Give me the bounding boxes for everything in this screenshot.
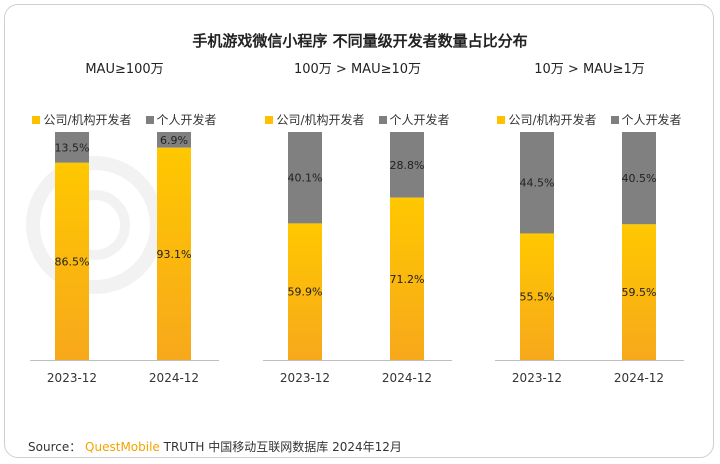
legend-label: 个人开发者 (389, 113, 450, 127)
data-label-individual: 44.5% (520, 177, 555, 190)
chart-panel-mau-1w-10w: 10万 > MAU≥1万 公司/机构开发者 个人开发者 44.5% 55.5% 20… (487, 55, 692, 395)
stacked-bar-plot: 40.1% 59.9% 2023-12 28.8% 71.2% 2024-12 (263, 132, 452, 385)
panel-title: MAU≥100万 (85, 62, 164, 77)
panel-title: 100万 > MAU≥10万 (293, 62, 422, 77)
bar-company-2024-12 (157, 147, 191, 360)
bar-individual-2023-12 (520, 132, 554, 234)
x-tick-label: 2023-12 (512, 371, 562, 385)
bar-individual-2023-12 (55, 132, 89, 163)
legend-item-company: 公司/机构开发者 (497, 111, 597, 128)
x-tick-label: 2024-12 (149, 371, 199, 385)
x-tick-label: 2024-12 (614, 371, 664, 385)
brand-name: QuestMobile (85, 440, 160, 454)
legend-swatch-individual (145, 115, 154, 124)
legend-item-company: 公司/机构开发者 (265, 111, 365, 128)
data-label-individual: 13.5% (55, 141, 90, 154)
data-label-company: 55.5% (520, 291, 555, 304)
legend-item-company: 公司/机构开发者 (32, 111, 132, 128)
bar-individual-2024-12 (157, 132, 191, 148)
data-label-individual: 6.9% (160, 134, 188, 147)
bar-company-2024-12 (390, 197, 424, 360)
legend-label: 公司/机构开发者 (508, 113, 597, 127)
data-label-individual: 40.5% (622, 172, 657, 185)
legend-label: 个人开发者 (621, 113, 682, 127)
bar-individual-2024-12 (622, 132, 656, 225)
source-detail: TRUTH 中国移动互联网数据库 2024年12月 (163, 440, 402, 454)
legend-item-individual: 个人开发者 (378, 111, 450, 128)
legend-swatch-company (32, 115, 41, 124)
bar-individual-2023-12 (288, 132, 322, 224)
legend-label: 公司/机构开发者 (276, 113, 365, 127)
legend-swatch-company (265, 115, 274, 124)
legend-swatch-individual (378, 115, 387, 124)
source-label: Source： (28, 440, 82, 454)
x-tick-label: 2024-12 (382, 371, 432, 385)
legend-label: 个人开发者 (156, 113, 217, 127)
chart-panel-mau-10w-100w: 100万 > MAU≥10万 公司/机构开发者 个人开发者 40.1% 59.9%… (255, 55, 460, 395)
source-footer: Source： QuestMobile TRUTH 中国移动互联网数据库 202… (28, 438, 402, 455)
legend: 公司/机构开发者 个人开发者 (487, 111, 692, 128)
bar-individual-2024-12 (390, 132, 424, 198)
bar-company-2023-12 (55, 162, 89, 360)
bar-company-2024-12 (622, 224, 656, 360)
legend: 公司/机构开发者 个人开发者 (22, 111, 227, 128)
chart-title: 手机游戏微信小程序 不同量级开发者数量占比分布 (192, 32, 528, 50)
stacked-bar-plot: 13.5% 86.5% 2023-12 6.9% 93.1% 2024-12 (30, 132, 219, 385)
bar-company-2023-12 (520, 233, 554, 360)
panel-title: 10万 > MAU≥1万 (534, 62, 645, 77)
data-label-company: 59.5% (622, 286, 657, 299)
chart-panel-mau-100w: MAU≥100万 公司/机构开发者 个人开发者 13.5% 86.5% 2023-1… (22, 55, 227, 395)
x-tick-label: 2023-12 (47, 371, 97, 385)
bar-company-2023-12 (288, 223, 322, 360)
x-tick-label: 2023-12 (280, 371, 330, 385)
legend: 公司/机构开发者 个人开发者 (255, 111, 460, 128)
data-label-company: 71.2% (390, 273, 425, 286)
legend-item-individual: 个人开发者 (610, 111, 682, 128)
data-label-company: 93.1% (157, 248, 192, 261)
chart-frame (4, 4, 714, 458)
legend-swatch-company (497, 115, 506, 124)
data-label-individual: 28.8% (390, 159, 425, 172)
legend-swatch-individual (610, 115, 619, 124)
data-label-company: 86.5% (55, 255, 90, 268)
legend-item-individual: 个人开发者 (145, 111, 217, 128)
legend-label: 公司/机构开发者 (43, 113, 132, 127)
data-label-individual: 40.1% (288, 172, 323, 185)
stacked-bar-plot: 44.5% 55.5% 2023-12 40.5% 59.5% 2024-12 (495, 132, 684, 385)
data-label-company: 59.9% (288, 286, 323, 299)
